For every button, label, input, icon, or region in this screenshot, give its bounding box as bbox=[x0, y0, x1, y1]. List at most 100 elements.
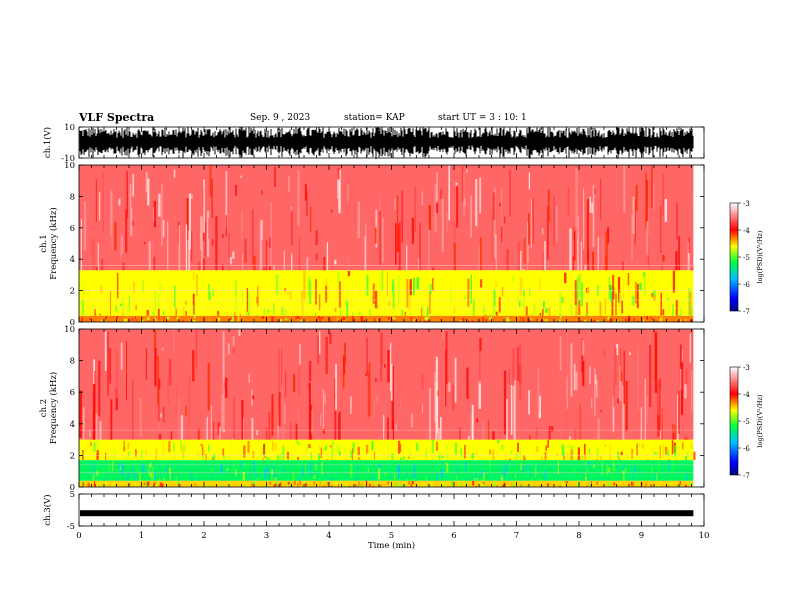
spectrogram-streak bbox=[586, 485, 588, 487]
spectrogram-streak bbox=[636, 283, 639, 309]
spectrogram-streak bbox=[188, 479, 192, 481]
spectrogram-streak bbox=[173, 441, 175, 452]
spectrogram-streak bbox=[429, 388, 431, 440]
spectrogram-streak bbox=[281, 462, 284, 475]
spectrogram-streak bbox=[506, 398, 508, 440]
spectrogram-streak bbox=[209, 165, 212, 197]
spectrogram-streak bbox=[399, 398, 401, 411]
spectrogram-streak bbox=[222, 448, 225, 457]
spectrogram-streak bbox=[372, 486, 375, 487]
spectrogram-streak bbox=[155, 483, 158, 487]
spectrogram-streak bbox=[180, 415, 184, 440]
spectrogram-streak bbox=[115, 388, 119, 411]
spectrogram-streak bbox=[617, 398, 619, 404]
spectrogram-streak bbox=[91, 459, 93, 461]
spectrogram-streak bbox=[125, 340, 128, 401]
spectrogram-streak bbox=[252, 460, 255, 466]
spectrogram-streak bbox=[647, 459, 649, 461]
spectrogram-streak bbox=[536, 251, 539, 271]
spectrogram-streak bbox=[273, 264, 275, 271]
spectrogram-streak bbox=[463, 172, 465, 216]
spectrogram-streak bbox=[217, 458, 220, 461]
spectrogram-streak bbox=[525, 465, 528, 471]
spectrogram-streak bbox=[155, 317, 158, 322]
spectrogram-streak bbox=[582, 457, 585, 461]
spectrogram-streak bbox=[679, 369, 682, 390]
spectrogram-streak bbox=[132, 485, 135, 487]
spectrogram-streak bbox=[136, 466, 138, 476]
x-tick-label: 10 bbox=[699, 531, 710, 541]
spectrogram-streak bbox=[383, 364, 386, 368]
spectrogram-streak bbox=[427, 306, 429, 316]
spectrogram-streak bbox=[689, 333, 691, 363]
spectrogram-streak bbox=[141, 485, 143, 487]
spectrogram-streak bbox=[337, 272, 339, 286]
spectrogram-streak bbox=[632, 196, 635, 234]
spectrogram-streak bbox=[445, 462, 448, 465]
spectrogram-streak bbox=[369, 309, 371, 316]
spectrogram-streak bbox=[153, 200, 157, 228]
spectrogram-streak bbox=[185, 405, 187, 416]
spectrogram-streak bbox=[309, 280, 312, 305]
spectrogram-streak bbox=[158, 434, 162, 440]
spectrogram-streak bbox=[508, 368, 510, 385]
spectrogram-streak bbox=[536, 446, 539, 452]
spectrogram-streak bbox=[426, 321, 429, 322]
spectrogram-streak bbox=[116, 316, 119, 319]
spectrogram-streak bbox=[428, 477, 431, 481]
spectrogram-streak bbox=[217, 422, 220, 436]
spectrogram-streak bbox=[512, 348, 515, 386]
spectrogram-streak bbox=[511, 450, 513, 455]
spectrogram-streak bbox=[668, 461, 670, 471]
spectrogram-streak bbox=[394, 473, 396, 481]
spectrogram-streak bbox=[274, 483, 277, 487]
spectrogram-streak bbox=[322, 428, 325, 434]
spectrogram-streak bbox=[127, 481, 130, 485]
spectrogram-streak bbox=[376, 299, 379, 312]
spectrogram-streak bbox=[476, 265, 478, 271]
spectrogram-streak bbox=[392, 419, 394, 440]
spectrogram-streak bbox=[122, 311, 125, 316]
spectrogram-streak bbox=[518, 300, 521, 308]
spectrogram-streak bbox=[493, 481, 497, 487]
spectrogram-streak bbox=[381, 364, 384, 421]
colorbar-tick-label: -7 bbox=[743, 472, 750, 480]
spectrogram-streak bbox=[481, 459, 483, 461]
spectrogram-streak bbox=[363, 319, 366, 322]
spectrogram-streak bbox=[629, 352, 631, 356]
spectrogram-streak bbox=[341, 482, 344, 485]
spectrogram-streak bbox=[87, 482, 90, 487]
spectrogram-streak bbox=[446, 463, 449, 474]
spectrogram-streak bbox=[658, 484, 660, 487]
spectrogram-streak bbox=[509, 458, 511, 461]
spectrogram-streak bbox=[218, 426, 221, 440]
spectrogram-streak bbox=[670, 282, 672, 289]
spectrogram-streak bbox=[202, 450, 205, 455]
spectrogram-streak bbox=[319, 481, 321, 486]
spectrogram-streak bbox=[664, 198, 668, 222]
spectrogram-streak bbox=[570, 343, 573, 397]
spectrogram-streak bbox=[556, 205, 558, 242]
spectrogram-streak bbox=[690, 442, 693, 449]
spectrogram-streak bbox=[364, 480, 367, 481]
spectrogram-streak bbox=[231, 316, 235, 322]
spectrogram-streak bbox=[223, 479, 225, 481]
spectrogram-streak bbox=[222, 234, 224, 238]
spectrogram-streak bbox=[113, 485, 116, 487]
spectrogram-streak bbox=[286, 484, 289, 487]
spectrogram-streak bbox=[241, 290, 244, 305]
spectrogram-streak bbox=[100, 284, 103, 294]
spectrogram-streak bbox=[589, 196, 591, 213]
spectrogram-streak bbox=[374, 484, 377, 487]
spectrogram-streak bbox=[242, 472, 245, 481]
spectrogram-streak bbox=[242, 253, 244, 271]
spectrogram-streak bbox=[378, 317, 381, 322]
spectrogram-streak bbox=[434, 371, 436, 423]
spectrogram-streak bbox=[374, 378, 377, 382]
spectrogram-streak bbox=[107, 331, 110, 397]
spectrogram-streak bbox=[234, 312, 236, 316]
spectrogram-streak bbox=[236, 461, 239, 475]
spectrogram-streak bbox=[396, 195, 399, 242]
spectrogram-streak bbox=[438, 454, 441, 460]
spectrogram-streak bbox=[119, 475, 123, 480]
